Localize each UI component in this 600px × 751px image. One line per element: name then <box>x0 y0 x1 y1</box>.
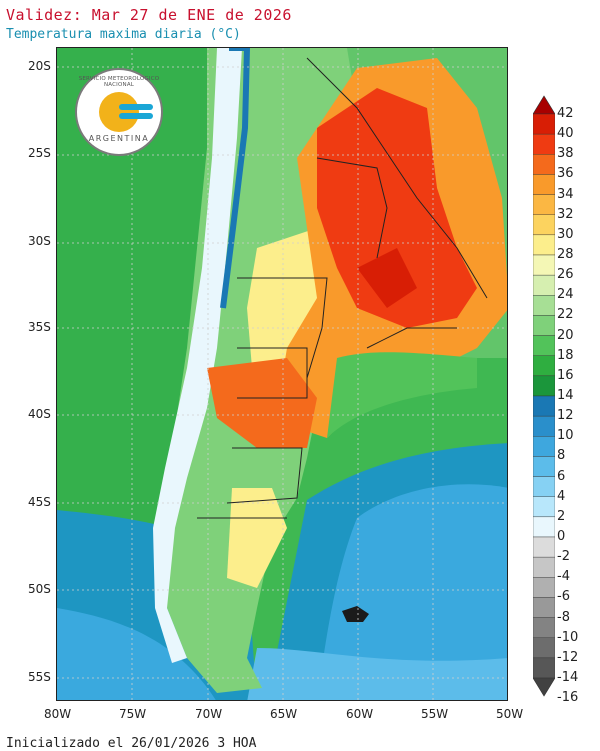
andes-snow <box>153 48 242 663</box>
coastal-band <box>327 352 477 438</box>
map-svg <box>57 48 507 700</box>
colorbar-swatch <box>533 415 555 437</box>
lat-label-20s: 20S <box>28 59 51 73</box>
colorbar-swatch <box>533 597 555 618</box>
colorbar-tick-label: 28 <box>557 247 574 262</box>
lon-label-55w: 55W <box>421 707 449 721</box>
colorbar-tick-label: 34 <box>557 186 574 202</box>
smn-logo: SERVICIO METEOROLOGICO NACIONAL ARGENTIN… <box>75 68 163 156</box>
colorbar-tick-label: 2 <box>557 508 566 524</box>
colorbar-swatch <box>533 234 555 256</box>
colorbar-tick-label: 22 <box>557 307 574 323</box>
drake-passage <box>247 648 507 700</box>
colorbar-tick-label: 32 <box>557 206 574 222</box>
lat-label-40s: 40S <box>28 407 51 421</box>
colorbar-tick-label: -16 <box>557 690 579 706</box>
colorbar-tick-label: 30 <box>557 226 574 242</box>
colorbar-swatch <box>533 295 555 316</box>
colorbar-tick-label: -4 <box>557 569 570 585</box>
logo-wave-icon-2 <box>119 113 153 119</box>
colorbar-tick-label: 36 <box>557 166 574 182</box>
colorbar-swatch <box>533 617 555 638</box>
colorbar-swatch <box>533 536 555 558</box>
colorbar-swatch <box>533 375 555 397</box>
init-time-footer: Inicializado el 26/01/2026 3 HOA <box>6 736 257 751</box>
colorbar-swatch <box>533 315 555 336</box>
lat-label-45s: 45S <box>28 495 51 509</box>
colorbar-swatch <box>533 335 555 356</box>
colorbar-tick-label: -14 <box>557 670 579 685</box>
map-subtitle: Temperatura maxima diaria (°C) <box>6 27 241 42</box>
colorbar-tick-label: 38 <box>557 146 574 162</box>
colorbar-arrow-bottom <box>533 677 555 697</box>
colorbar-swatch <box>533 395 555 417</box>
colorbar-tick-label: 16 <box>557 367 574 383</box>
colorbar-swatch <box>533 657 555 679</box>
colorbar <box>533 95 555 697</box>
hottest-spot <box>357 248 417 308</box>
colorbar-swatch <box>533 133 555 155</box>
colorbar-tick-label: 24 <box>557 287 574 303</box>
colorbar-tick-label: 8 <box>557 448 566 464</box>
colorbar-tick-label: 26 <box>557 267 574 283</box>
colorbar-swatch <box>533 556 555 578</box>
logo-country: ARGENTINA <box>88 134 150 143</box>
colorbar-swatch <box>533 194 555 215</box>
colorbar-swatch <box>533 637 555 659</box>
colorbar-tick-label: 6 <box>557 468 566 484</box>
logo-sun-icon <box>99 92 139 132</box>
colorbar-arrow-top <box>533 95 555 115</box>
lon-label-70w: 70W <box>195 707 223 721</box>
logo-wave-icon <box>119 104 153 110</box>
logo-org-name: SERVICIO METEOROLOGICO NACIONAL <box>78 76 160 88</box>
colorbar-swatch <box>533 496 555 518</box>
colorbar-tick-label: 18 <box>557 347 574 363</box>
pampa-warm <box>207 358 317 448</box>
lat-label-30s: 30S <box>28 234 51 248</box>
colorbar-tick-label: 0 <box>557 529 566 544</box>
patagonia-mild <box>227 488 287 588</box>
colorbar-swatch <box>533 274 555 296</box>
lat-label-25s: 25S <box>28 146 51 160</box>
lon-label-75w: 75W <box>119 707 147 721</box>
south-atlantic-cooler <box>317 484 507 700</box>
lon-label-65w: 65W <box>270 707 298 721</box>
colorbar-tick-label: -8 <box>557 609 570 625</box>
south-pacific-cooler <box>57 608 216 700</box>
colorbar-tick-label: -2 <box>557 549 570 565</box>
lon-label-60w: 60W <box>346 707 374 721</box>
colorbar-swatch <box>533 154 555 175</box>
malvinas-islands <box>342 606 369 622</box>
temperature-map: SERVICIO METEOROLOGICO NACIONAL ARGENTIN… <box>56 47 508 701</box>
colorbar-swatch <box>533 174 555 195</box>
colorbar-tick-label: 14 <box>557 388 574 403</box>
colorbar-tick-label: 40 <box>557 126 574 142</box>
colorbar-tick-label: 20 <box>557 327 574 343</box>
colorbar-swatch <box>533 456 555 477</box>
lat-label-50s: 50S <box>28 582 51 596</box>
grid-lines <box>57 48 507 700</box>
colorbar-swatch <box>533 436 555 457</box>
colorbar-swatch <box>533 254 555 276</box>
colorbar-swatch <box>533 113 555 135</box>
colorbar-tick-label: 12 <box>557 408 574 424</box>
colorbar-tick-label: -6 <box>557 589 570 605</box>
colorbar-swatch <box>533 516 555 538</box>
map-title: Validez: Mar 27 de ENE de 2026 <box>6 6 292 24</box>
political-borders <box>197 57 488 519</box>
andes-crest <box>220 48 251 309</box>
colorbar-tick-label: 10 <box>557 428 574 444</box>
colorbar-swatch <box>533 577 555 598</box>
lon-label-50w: 50W <box>496 707 524 721</box>
colorbar-swatch <box>533 355 555 377</box>
colorbar-tick-label: -10 <box>557 629 579 645</box>
colorbar-tick-label: -12 <box>557 649 579 665</box>
lat-label-35s: 35S <box>28 320 51 334</box>
colorbar-swatch <box>533 476 555 497</box>
lat-label-55s: 55S <box>28 670 51 684</box>
colorbar-tick-label: 4 <box>557 488 566 504</box>
lon-label-80w: 80W <box>44 707 72 721</box>
colorbar-tick-label: 42 <box>557 106 574 121</box>
colorbar-swatch <box>533 214 555 236</box>
